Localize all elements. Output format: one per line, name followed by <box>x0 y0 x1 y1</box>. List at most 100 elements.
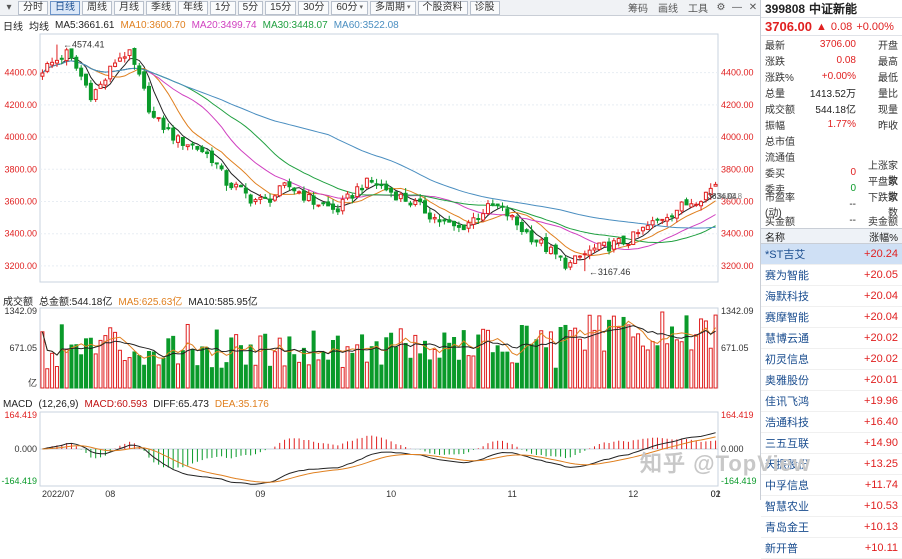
candle-body <box>355 186 360 198</box>
candle-body <box>631 231 636 245</box>
volume-bar <box>631 336 636 389</box>
price-tick-right: 4000.00 <box>721 132 754 142</box>
candle-body <box>539 239 544 244</box>
period-tab-2[interactable]: 周线 <box>82 0 112 15</box>
period-tab-label: 分时 <box>23 1 43 13</box>
plate-stock-change: +20.02 <box>864 353 898 365</box>
volume-bar <box>248 344 253 389</box>
period-tab-1[interactable]: 日线 <box>50 0 80 15</box>
candle-body <box>568 262 573 268</box>
period-tab-8[interactable]: 15分 <box>265 0 297 15</box>
candle-body <box>98 83 103 89</box>
candle-body <box>374 183 379 186</box>
toolbar-right-1[interactable]: 画线 <box>658 4 678 15</box>
dropdown-icon[interactable]: ▾ <box>6 2 12 13</box>
volume-bar <box>268 365 273 389</box>
period-tab-5[interactable]: 年线 <box>178 0 208 15</box>
candle-body <box>495 203 500 206</box>
minimize-icon[interactable]: — <box>732 2 742 13</box>
volume-bar <box>427 359 432 389</box>
ma30-line <box>42 60 716 244</box>
candle-body <box>360 187 365 191</box>
period-tab-12[interactable]: 个股资料 <box>417 0 468 15</box>
settings-icon[interactable]: ⚙ <box>716 2 726 13</box>
volume-bar <box>88 337 93 389</box>
candle-body <box>59 57 64 60</box>
volume-bar <box>205 347 210 389</box>
price-tick-left: 4200.00 <box>4 100 37 110</box>
quote-key2: 最高 <box>878 56 898 68</box>
plate-row[interactable]: 赛为智能 +20.05 <box>761 265 902 286</box>
plate-row[interactable]: 慧博云通 +20.02 <box>761 328 902 349</box>
price-panel-frame <box>39 33 719 283</box>
candle-body <box>40 72 45 77</box>
volume-bar <box>64 349 69 389</box>
toolbar-right-2[interactable]: 工具 <box>688 4 708 15</box>
volume-bar <box>93 353 98 389</box>
volume-bar <box>258 335 263 389</box>
candle-body <box>403 192 408 202</box>
candle-body <box>684 199 689 206</box>
plate-row[interactable]: *ST吉艾 +20.24 <box>761 244 902 265</box>
plate-row[interactable]: 佳讯飞鸿 +19.96 <box>761 391 902 412</box>
candle-body <box>660 218 665 221</box>
volume-bar <box>238 345 243 389</box>
volume-bar <box>195 365 200 389</box>
close-icon[interactable]: ✕ <box>748 2 758 13</box>
plate-row[interactable]: 海默科技 +20.04 <box>761 286 902 307</box>
candle-body <box>54 59 59 64</box>
period-tab-13[interactable]: 诊股 <box>469 0 500 15</box>
plate-row[interactable]: 浩通科技 +16.40 <box>761 412 902 433</box>
period-tab-3[interactable]: 月线 <box>114 0 144 15</box>
volume-bar <box>161 357 166 389</box>
plate-row[interactable]: 青岛金王 +10.13 <box>761 517 902 538</box>
volume-bar <box>219 367 224 389</box>
period-tab-9[interactable]: 30分 <box>298 0 330 15</box>
candle-body <box>84 73 89 86</box>
volume-label[interactable]: 成交额 <box>3 296 33 308</box>
plate-row[interactable]: 中孚信息 +11.74 <box>761 475 902 496</box>
period-tab-7[interactable]: 5分 <box>237 0 264 15</box>
ma-type-label[interactable]: 均线 <box>29 21 49 33</box>
plate-row[interactable]: 奥雅股份 +20.01 <box>761 370 902 391</box>
volume-bar <box>393 346 398 389</box>
plate-row[interactable]: 初灵信息 +20.02 <box>761 349 902 370</box>
quote-key2: 最低 <box>878 72 898 84</box>
plate-col-change[interactable]: 涨幅% <box>869 232 898 244</box>
plate-row[interactable]: 新开普 +10.11 <box>761 538 902 559</box>
candle-body <box>694 203 699 206</box>
quote-row: 委卖 0 平盘家数 <box>761 177 902 203</box>
volume-bar <box>243 364 248 389</box>
plate-stock-name: 浩通科技 <box>765 417 809 429</box>
plate-row[interactable]: 三五互联 +14.90 <box>761 433 902 454</box>
period-tab-label: 个股资料 <box>422 1 463 13</box>
candle-body <box>161 117 166 130</box>
plate-stock-change: +10.11 <box>864 542 898 554</box>
period-tab-label: 周线 <box>87 1 107 13</box>
period-tab-10[interactable]: 60分 ▾ <box>331 0 369 15</box>
candle-body <box>364 177 369 188</box>
candle-body <box>117 57 122 62</box>
period-tab-11[interactable]: 多周期 ▾ <box>370 0 416 15</box>
plate-row[interactable]: 赛摩智能 +20.04 <box>761 307 902 328</box>
volume-bar <box>369 346 374 389</box>
candle-body <box>379 183 384 187</box>
plate-row[interactable]: 天振股份 +13.25 <box>761 454 902 475</box>
stock-chart[interactable]: 4400.00 4400.00 4200.00 4200.00 4000.00 4000.… <box>0 0 760 500</box>
candle-body <box>166 127 171 130</box>
plate-stock-name: 天振股份 <box>765 459 809 471</box>
period-tab-4[interactable]: 季线 <box>146 0 176 15</box>
candle-body <box>713 183 718 187</box>
period-tab-label: 15分 <box>270 1 292 13</box>
macd-params: (12,26,9) <box>38 398 79 410</box>
period-tab-label: 5分 <box>242 1 259 13</box>
plate-col-name[interactable]: 名称 <box>765 232 785 244</box>
plate-row[interactable]: 智慧农业 +10.53 <box>761 496 902 517</box>
toolbar-right-0[interactable]: 筹码 <box>628 4 648 15</box>
quote-key2: 现量 <box>878 104 898 116</box>
period-tab-0[interactable]: 分时 <box>18 0 48 15</box>
quote-row: 振幅 1.77% 昨收 <box>761 116 902 132</box>
period-tab-6[interactable]: 1分 <box>210 0 236 15</box>
volume-bar <box>379 364 384 389</box>
macd-label[interactable]: MACD <box>3 398 33 410</box>
